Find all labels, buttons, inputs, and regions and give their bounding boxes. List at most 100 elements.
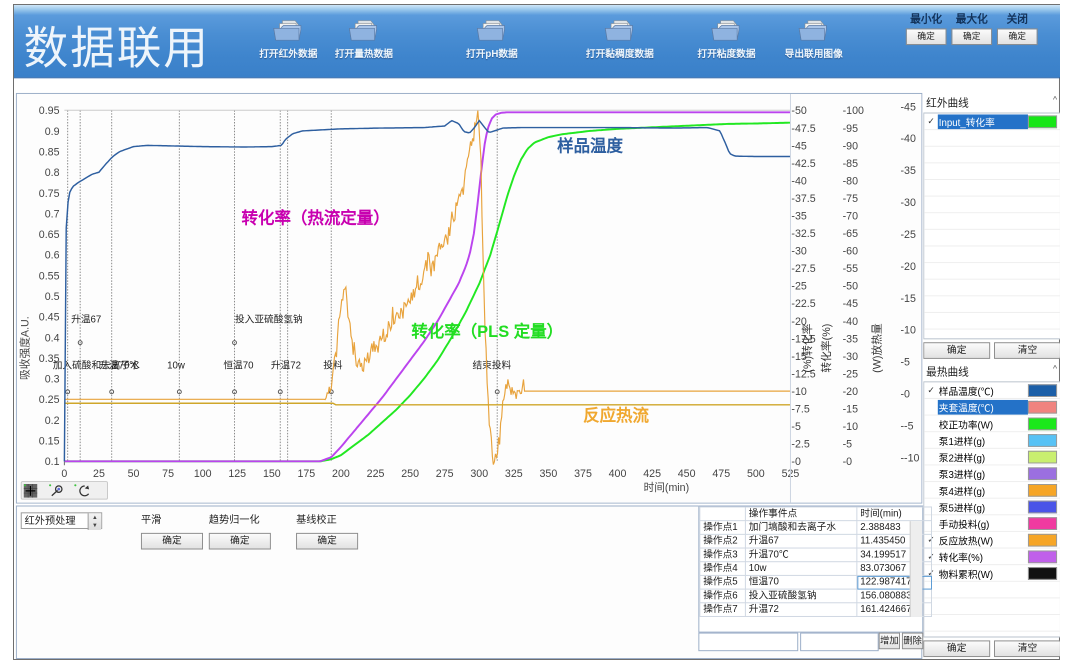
svg-text:-30: -30	[900, 197, 915, 209]
svg-text:转化率(%): 转化率(%)	[820, 324, 833, 373]
svg-text:-5: -5	[843, 439, 853, 451]
svg-text:-45: -45	[900, 101, 915, 113]
svg-text:0.5: 0.5	[45, 291, 60, 303]
svg-text:-70: -70	[843, 210, 858, 222]
svg-text:-45: -45	[843, 298, 858, 310]
svg-text:(W)放热量: (W)放热量	[871, 323, 884, 373]
svg-text:反应热流: 反应热流	[583, 405, 649, 425]
svg-text:-42.5: -42.5	[791, 158, 815, 170]
svg-text:75: 75	[162, 468, 174, 480]
svg-text:-40: -40	[900, 133, 915, 145]
svg-text:升温70℃: 升温70℃	[99, 360, 139, 372]
svg-text:0.8: 0.8	[45, 167, 60, 179]
svg-text:-10: -10	[791, 386, 806, 398]
svg-text:转化率（热流定量）: 转化率（热流定量）	[242, 207, 390, 227]
svg-text:0.65: 0.65	[39, 229, 60, 241]
svg-text:-15: -15	[843, 404, 858, 416]
svg-text:-10: -10	[900, 325, 915, 337]
svg-text:150: 150	[263, 468, 281, 480]
svg-text:-20: -20	[900, 261, 915, 273]
svg-text:-32.5: -32.5	[791, 228, 815, 240]
svg-text:-5: -5	[791, 421, 801, 433]
svg-text:-30: -30	[791, 246, 806, 258]
svg-text:425: 425	[643, 468, 661, 480]
svg-text:-75: -75	[843, 193, 858, 205]
svg-text:--5: --5	[900, 420, 913, 432]
svg-text:-90: -90	[843, 140, 858, 152]
svg-text:-60: -60	[843, 246, 858, 258]
svg-text:325: 325	[505, 468, 523, 480]
svg-text:时间(min): 时间(min)	[644, 481, 690, 494]
svg-text:--10: --10	[900, 452, 919, 464]
svg-text:125: 125	[228, 468, 246, 480]
svg-text:225: 225	[367, 468, 385, 480]
svg-text:-65: -65	[843, 228, 858, 240]
svg-text:-50: -50	[843, 281, 858, 293]
svg-text:200: 200	[332, 468, 350, 480]
svg-text:375: 375	[574, 468, 592, 480]
svg-text:-55: -55	[843, 263, 858, 275]
svg-text:-25: -25	[843, 368, 858, 380]
svg-text:转化率（PLS 定量）: 转化率（PLS 定量）	[411, 321, 563, 341]
svg-text:500: 500	[747, 468, 765, 480]
svg-text:-80: -80	[843, 175, 858, 187]
svg-text:-35: -35	[900, 165, 915, 177]
svg-text:0.55: 0.55	[39, 270, 60, 282]
svg-text:0.9: 0.9	[45, 126, 60, 138]
svg-text:-35: -35	[843, 333, 858, 345]
svg-text:475: 475	[712, 468, 730, 480]
svg-text:-0: -0	[843, 456, 853, 468]
svg-text:-10: -10	[843, 421, 858, 433]
svg-text:-40: -40	[791, 175, 806, 187]
svg-text:-27.5: -27.5	[791, 263, 815, 275]
svg-text:-25: -25	[791, 281, 806, 293]
svg-text:-45: -45	[791, 140, 806, 152]
svg-text:0.25: 0.25	[39, 394, 60, 406]
svg-text:-7.5: -7.5	[791, 404, 809, 416]
svg-text:300: 300	[470, 468, 488, 480]
svg-text:0.3: 0.3	[45, 374, 60, 386]
svg-text:-100: -100	[843, 105, 864, 117]
svg-text:25: 25	[93, 468, 105, 480]
svg-text:350: 350	[540, 468, 558, 480]
svg-text:升温72: 升温72	[271, 360, 301, 372]
svg-text:-5: -5	[900, 357, 910, 369]
svg-text:-20: -20	[843, 386, 858, 398]
svg-text:0.6: 0.6	[45, 250, 60, 262]
svg-text:50: 50	[128, 468, 140, 480]
svg-text:0.45: 0.45	[39, 312, 60, 324]
svg-text:吸收强度A.U.: 吸收强度A.U.	[19, 316, 32, 380]
svg-text:0.4: 0.4	[45, 332, 60, 344]
svg-text:100: 100	[194, 468, 212, 480]
svg-text:0.1: 0.1	[45, 456, 60, 468]
svg-text:10w: 10w	[167, 361, 186, 372]
svg-text:0.75: 0.75	[39, 188, 60, 200]
svg-text:-50: -50	[791, 105, 806, 117]
svg-text:投入亚硫酸氢钠: 投入亚硫酸氢钠	[235, 312, 303, 325]
svg-text:-0: -0	[791, 456, 801, 468]
svg-text:275: 275	[436, 468, 454, 480]
svg-text:175: 175	[297, 468, 315, 480]
svg-text:样品温度: 样品温度	[557, 135, 623, 155]
svg-text:-30: -30	[843, 351, 858, 363]
svg-text:0.7: 0.7	[45, 208, 60, 220]
svg-text:400: 400	[609, 468, 627, 480]
svg-text:0.85: 0.85	[39, 146, 60, 158]
svg-text:0.15: 0.15	[39, 436, 60, 448]
svg-text:450: 450	[678, 468, 696, 480]
svg-text:250: 250	[401, 468, 419, 480]
svg-text:-22.5: -22.5	[791, 298, 815, 310]
svg-text:-37.5: -37.5	[791, 193, 815, 205]
svg-text:升温67: 升温67	[71, 313, 101, 325]
svg-text:-47.5: -47.5	[791, 123, 815, 135]
svg-text:-2.5: -2.5	[791, 439, 809, 451]
svg-text:-15: -15	[900, 293, 915, 305]
svg-text:0.2: 0.2	[45, 415, 60, 427]
svg-text:-95: -95	[843, 123, 858, 135]
svg-text:恒温70: 恒温70	[223, 359, 254, 372]
svg-text:-35: -35	[791, 210, 806, 222]
svg-text:-0: -0	[900, 388, 910, 400]
svg-text:0.95: 0.95	[39, 105, 60, 117]
svg-text:0: 0	[61, 468, 67, 480]
svg-text:结束投料: 结束投料	[472, 359, 511, 372]
